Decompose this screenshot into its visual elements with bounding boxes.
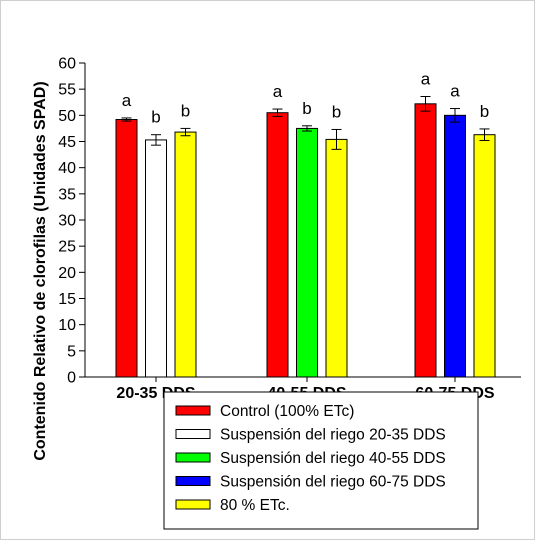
y-tick-label: 15 bbox=[58, 291, 76, 308]
bar bbox=[473, 134, 496, 378]
significance-letter: a bbox=[273, 82, 283, 101]
bar bbox=[115, 119, 138, 378]
significance-letter: b bbox=[332, 102, 341, 121]
legend-box bbox=[163, 391, 479, 530]
legend-swatch bbox=[175, 405, 211, 416]
bar bbox=[296, 127, 318, 378]
legend-swatch bbox=[175, 476, 211, 486]
y-tick-label: 5 bbox=[67, 343, 76, 360]
legend-entry: Suspensión del riego 40-55 DDS bbox=[220, 450, 446, 467]
y-tick-label: 55 bbox=[58, 82, 76, 99]
bar bbox=[444, 114, 466, 378]
legend: Control (100% ETc) Suspensión del riego 2… bbox=[163, 391, 479, 530]
y-tick-label: 40 bbox=[58, 160, 76, 177]
significance-letter: b bbox=[181, 101, 190, 120]
significance-letter: a bbox=[421, 69, 431, 88]
significance-letter: a bbox=[450, 82, 460, 101]
y-tick-label: 50 bbox=[58, 108, 76, 125]
significance-letter: a bbox=[122, 91, 132, 110]
legend-swatch bbox=[175, 452, 211, 463]
y-tick-label: 45 bbox=[58, 134, 76, 151]
y-axis-label: Contenido Relativo de clorofilas (Unidad… bbox=[32, 81, 49, 460]
y-tick-label: 25 bbox=[58, 239, 76, 256]
bar bbox=[266, 112, 289, 378]
legend-swatch bbox=[175, 429, 211, 439]
significance-letter: b bbox=[302, 99, 311, 118]
legend-swatch bbox=[175, 499, 211, 510]
bar bbox=[414, 103, 437, 378]
significance-letter: b bbox=[151, 108, 160, 127]
legend-entry: 80 % ETc. bbox=[220, 497, 290, 514]
legend-entry: Suspensión del riego 20-35 DDS bbox=[220, 427, 446, 444]
bar bbox=[145, 139, 167, 378]
bar bbox=[325, 138, 348, 378]
significance-letter: b bbox=[480, 102, 489, 121]
y-tick-label: 10 bbox=[58, 317, 76, 334]
legend-entry: Suspensión del riego 60-75 DDS bbox=[220, 474, 446, 491]
y-tick-label: 60 bbox=[58, 56, 76, 73]
y-tick-label: 35 bbox=[58, 186, 76, 203]
y-tick-label: 0 bbox=[67, 370, 76, 387]
y-tick-label: 30 bbox=[58, 213, 76, 230]
legend-entry: Control (100% ETc) bbox=[220, 403, 354, 420]
y-tick-label: 20 bbox=[58, 265, 76, 282]
bar bbox=[174, 131, 197, 378]
